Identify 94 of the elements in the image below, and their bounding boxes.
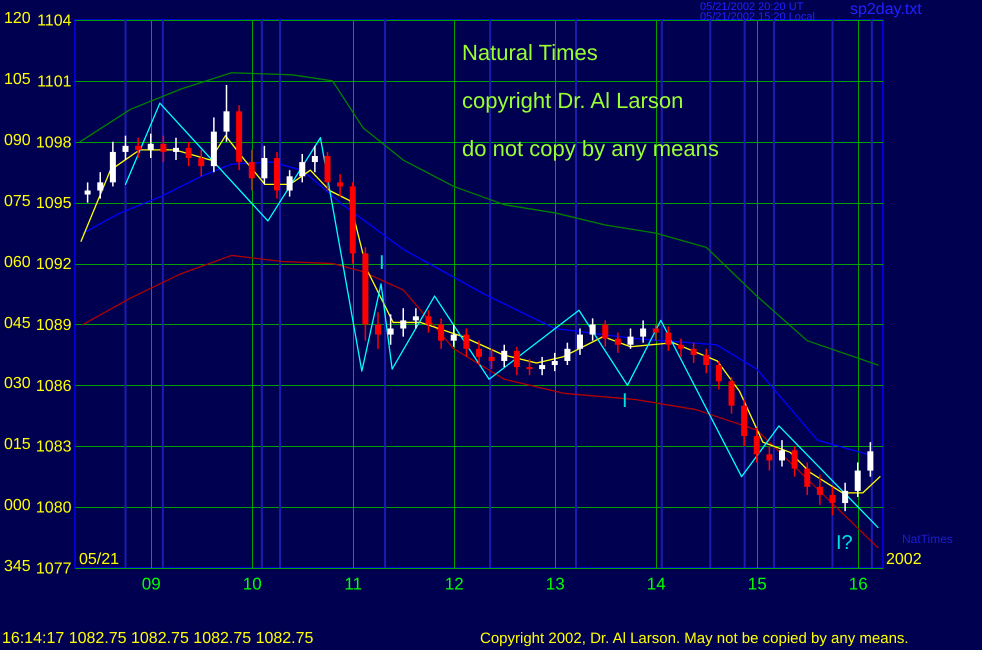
candlestick [792, 445, 798, 478]
text: 000 [4, 497, 31, 516]
x-tick-label: 14 [646, 574, 666, 594]
candlestick [412, 307, 419, 330]
candlestick [652, 324, 659, 342]
candlestick [476, 340, 482, 366]
text: 105 [4, 70, 31, 89]
y-tick-label: 1092 [36, 256, 72, 274]
candlestick [248, 149, 255, 192]
y-tick-label: 1095 [36, 195, 72, 212]
candlestick [552, 352, 558, 372]
text: 090 [4, 132, 31, 150]
candlestick [400, 307, 406, 338]
candlestick [84, 182, 91, 204]
candlestick [501, 344, 508, 368]
x-tick-label: 10 [242, 574, 262, 594]
candlestick [766, 445, 772, 472]
candlestick [160, 134, 166, 163]
y-tick-label: 1086 [36, 378, 72, 395]
candlestick [438, 318, 444, 350]
y-tick-label: 1104 [37, 12, 72, 30]
candlestick [261, 145, 268, 186]
candlestick [463, 328, 470, 358]
candlestick [816, 474, 823, 506]
candlestick [514, 346, 520, 376]
candlestick [665, 326, 672, 352]
candlestick [854, 462, 861, 498]
x-tick-label: 13 [546, 574, 565, 594]
candlestick [754, 427, 760, 464]
candlestick [135, 136, 142, 159]
candlestick [97, 171, 104, 200]
candlestick [830, 486, 836, 516]
candlestick [690, 342, 697, 364]
candlestick [564, 342, 570, 366]
x-tick-label: 11 [344, 574, 362, 594]
candlestick [286, 169, 293, 198]
text: sp2day.txt [850, 1, 922, 19]
y-tick-label: 1077 [36, 560, 72, 578]
candlestick [122, 134, 128, 161]
line-series [79, 72, 879, 366]
candlestick [716, 360, 722, 390]
candlestick [526, 358, 532, 376]
y-tick-label: 1089 [36, 316, 72, 334]
candlestick [375, 312, 381, 350]
text: 345 [4, 558, 31, 576]
candlestick [488, 348, 495, 370]
candlestick [628, 328, 634, 350]
candlestick [426, 309, 432, 334]
text: NatTimes [902, 532, 953, 546]
y-tick-label: 1080 [36, 500, 72, 517]
text: 120 [4, 10, 31, 28]
candlestick [614, 332, 621, 354]
text: 060 [4, 254, 31, 272]
line-series [82, 254, 879, 548]
candlestick [539, 356, 546, 376]
candlestick [186, 141, 192, 167]
text: 015 [4, 436, 31, 454]
x-tick-label: 12 [444, 574, 464, 594]
candlestick [173, 136, 179, 161]
candlestick [842, 482, 848, 512]
x-tick-label: 16 [848, 574, 868, 594]
candlestick [867, 441, 874, 478]
candlestick [602, 320, 608, 348]
text: 16:14:17 1082.75 1082.75 1082.75 1082.75 [2, 630, 314, 648]
candlestick [678, 338, 684, 358]
annotation: I [622, 390, 628, 413]
candlestick [388, 314, 394, 346]
annotation: I [379, 252, 385, 275]
y-tick-label: 1098 [36, 134, 72, 152]
annotation: 05/21 [79, 551, 120, 569]
candlestick [804, 462, 810, 496]
candlestick [224, 84, 230, 143]
annotation: I? [836, 532, 853, 555]
y-tick-label: 1083 [36, 438, 72, 456]
candlestick [590, 318, 596, 342]
candlestick [779, 439, 785, 468]
x-tick-label: 15 [748, 574, 767, 594]
candlestick [148, 132, 154, 159]
candlestick [337, 174, 344, 198]
candlestick [312, 145, 318, 173]
candlestick [299, 153, 306, 184]
candlestick [703, 348, 710, 374]
candlestick [577, 328, 583, 356]
text: 030 [4, 375, 31, 394]
text: 075 [4, 192, 31, 211]
y-tick-label: 1101 [37, 73, 72, 90]
candlestick [450, 324, 457, 348]
text: 045 [4, 314, 31, 332]
text: 2002 [886, 551, 922, 569]
candlestick [198, 149, 204, 178]
x-tick-label: 09 [142, 574, 161, 594]
text: Copyright 2002, Dr. Al Larson. May not be copied by any means. [480, 630, 909, 647]
candlestick [640, 320, 646, 344]
text: 05/21/2002 20:20 UT [700, 1, 804, 13]
